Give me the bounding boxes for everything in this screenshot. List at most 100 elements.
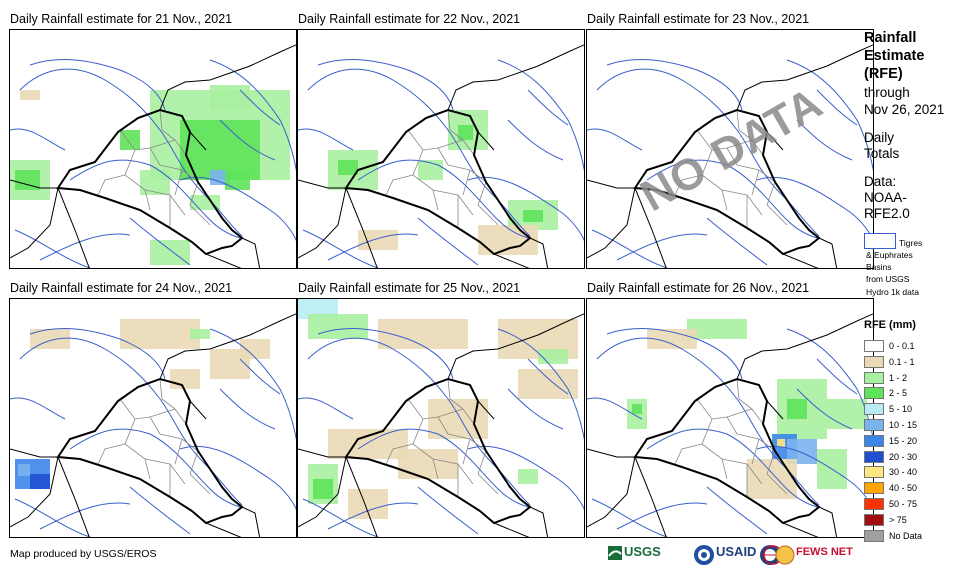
country-border [587, 179, 635, 189]
panel-title-4: Daily Rainfall estimate for 24 Nov., 202… [10, 281, 233, 295]
river-basin-line [527, 89, 569, 126]
legend-label: 0 - 0.1 [889, 341, 915, 351]
rainfall-patch [632, 404, 642, 414]
legend-item: No Data [864, 529, 964, 544]
province-border [144, 458, 186, 485]
rainfall-patch [150, 240, 190, 265]
basin-text-2: & Euphrates [866, 250, 913, 260]
river-basin-line [10, 397, 66, 420]
province-border [674, 174, 703, 196]
rainfall-patch [787, 399, 807, 419]
river-basin-line [591, 229, 668, 268]
legend-item: 1 - 2 [864, 371, 964, 386]
rainfall-patch [398, 449, 458, 479]
legend-swatch [864, 403, 884, 416]
rainfall-patch [518, 369, 578, 399]
river-basin-line [239, 358, 281, 395]
province-border [696, 398, 738, 435]
country-border [529, 506, 549, 537]
iraq-border [56, 108, 244, 256]
province-border [462, 169, 471, 196]
legend-label: 30 - 40 [889, 467, 918, 478]
rainfall-patch [827, 399, 867, 429]
country-border [493, 253, 530, 268]
river-basin-line [796, 388, 853, 430]
rainfall-patch [358, 230, 398, 250]
legend-item: 20 - 30 [864, 450, 964, 465]
river-basin-line [816, 89, 858, 126]
country-border [159, 44, 296, 111]
province-border [407, 398, 449, 435]
basin-text-1: Tigres [899, 238, 923, 248]
basin-text-4: from USGS [866, 274, 910, 284]
rainfall-patch [313, 479, 333, 499]
province-border [144, 458, 151, 480]
country-border [529, 237, 549, 268]
legend-swatch [864, 466, 884, 479]
country-border [298, 456, 347, 528]
river-basin-line [14, 229, 91, 268]
legend-label: 5 - 10 [889, 404, 913, 415]
river-basin-line [29, 59, 166, 111]
legend-item: 40 - 50 [864, 482, 964, 496]
legend-item: 10 - 15 [864, 419, 964, 433]
country-border [205, 522, 242, 537]
river-basin-line [417, 217, 479, 266]
rainfall-patch [170, 369, 200, 389]
province-border [721, 189, 763, 216]
country-border [587, 456, 636, 528]
country-border [634, 456, 667, 537]
legend-label: 10 - 15 [889, 420, 918, 430]
province-border [97, 174, 126, 196]
river-basin-line [816, 358, 858, 395]
river-basin-line [587, 397, 643, 420]
river-basin-line [467, 445, 584, 511]
legend-label: 2 - 5 [889, 388, 908, 399]
rainfall-patch [777, 439, 785, 447]
river-basin-line [219, 119, 276, 161]
legend-label: No Data [889, 530, 923, 541]
river-basin-line [327, 233, 419, 261]
country-border [10, 179, 58, 189]
panel-title-1: Daily Rainfall estimate for 21 Nov., 202… [10, 12, 233, 26]
province-border [97, 443, 126, 465]
legend-item: 50 - 75 [864, 498, 964, 512]
legend-item: > 75 [864, 513, 964, 528]
rainfall-patch [328, 429, 408, 459]
river-basin-line [507, 119, 564, 161]
river-basin-line [706, 217, 768, 266]
rainfall-patch [190, 329, 210, 339]
legend-title-line-3: (RFE) [864, 66, 903, 82]
legend-label: > 75 [889, 514, 907, 525]
province-border [726, 408, 764, 425]
river-basin-line [317, 59, 454, 111]
country-border [298, 179, 346, 189]
river-basin-line [527, 358, 569, 395]
river-basin-line [179, 445, 296, 511]
map-graphic [587, 44, 873, 268]
river-basin-line [39, 233, 131, 261]
province-border [447, 109, 464, 141]
panel-title-6: Daily Rainfall estimate for 26 Nov., 202… [587, 281, 810, 295]
country-border [447, 313, 584, 380]
country-border [782, 253, 819, 268]
river-basin-line [646, 159, 818, 239]
map-graphic [298, 299, 584, 537]
country-border [587, 448, 635, 458]
legend-label: 50 - 75 [889, 499, 918, 509]
province-border [766, 450, 788, 495]
iraq-border [633, 108, 821, 256]
river-basin-line [298, 397, 354, 420]
data-source-2: RFE2.0 [864, 206, 910, 221]
legend-label: 20 - 30 [889, 451, 918, 462]
river-basin-line [298, 128, 354, 151]
province-border [385, 443, 414, 465]
map-graphic [10, 44, 296, 268]
basin-swatch [864, 233, 896, 249]
legend-swatch [864, 498, 884, 510]
legend-swatch [864, 513, 884, 526]
legend-label: 0.1 - 1 [889, 356, 915, 367]
legend-label: 1 - 2 [889, 372, 908, 383]
river-basin-line [706, 486, 768, 535]
legend-item: 0.1 - 1 [864, 355, 964, 370]
